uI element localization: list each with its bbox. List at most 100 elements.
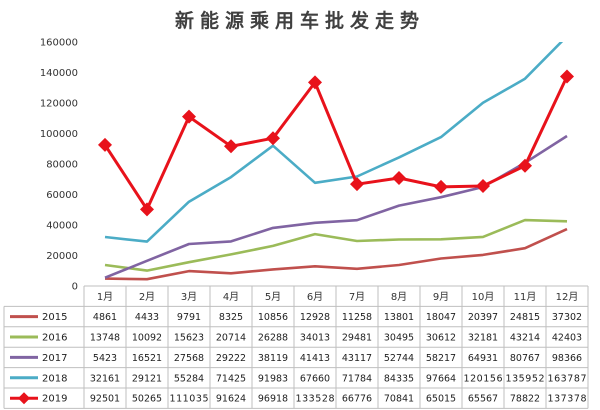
y-tick-label: 140000	[40, 68, 78, 79]
table-cell: 70841	[384, 394, 414, 405]
table-cell: 12928	[300, 312, 330, 323]
table-cell: 67660	[300, 373, 330, 384]
table-cell: 65567	[468, 394, 498, 405]
table-cell: 120156	[464, 373, 503, 384]
y-tick-label: 0	[72, 282, 78, 293]
table-cell: 71425	[216, 373, 246, 384]
table-cell: 97664	[426, 373, 456, 384]
table-cell: 43214	[510, 333, 540, 344]
x-tick-label: 5月	[265, 291, 281, 303]
data-point-2019	[350, 177, 364, 192]
table-cell: 5423	[93, 353, 117, 364]
y-tick-label: 160000	[40, 38, 78, 49]
table-cell: 29121	[132, 373, 162, 384]
series-line-2015	[104, 227, 568, 281]
table-cell: 52744	[384, 353, 414, 364]
table-series-name: 2017	[42, 353, 67, 364]
table-series-name: 2019	[42, 394, 67, 405]
table-cell: 27568	[174, 353, 204, 364]
table-cell: 80767	[510, 353, 540, 364]
table-cell: 98366	[552, 353, 582, 364]
data-point-2019	[98, 137, 112, 152]
table-cell: 32161	[90, 373, 120, 384]
table-cell: 92501	[90, 394, 120, 405]
table-cell: 135952	[506, 373, 545, 384]
table-cell: 9791	[177, 312, 201, 323]
x-tick-label: 4月	[223, 291, 239, 303]
data-point-2019	[476, 179, 490, 194]
data-point-2019	[434, 179, 448, 194]
y-tick-label: 20000	[46, 251, 78, 262]
table-cell: 38119	[258, 353, 288, 364]
table-cell: 26288	[258, 333, 288, 344]
data-point-2019	[392, 170, 406, 185]
data-point-2019	[518, 158, 532, 173]
table-cell: 42403	[552, 333, 582, 344]
series-line-2017	[104, 134, 568, 279]
series-line-2019	[103, 75, 569, 211]
table-cell: 13801	[384, 312, 414, 323]
x-tick-label: 7月	[349, 291, 365, 303]
table-cell: 4433	[135, 312, 159, 323]
table-cell: 84335	[384, 373, 414, 384]
x-tick-label: 1月	[97, 291, 113, 303]
table-cell: 18047	[426, 312, 456, 323]
table-cell: 78822	[510, 394, 540, 405]
y-tick-label: 100000	[40, 129, 78, 140]
table-cell: 96918	[258, 394, 288, 405]
table-cell: 13748	[90, 333, 120, 344]
series-line-2018	[104, 42, 564, 243]
table-series-name: 2018	[42, 373, 67, 384]
table-cell: 10856	[258, 312, 288, 323]
table-cell: 16521	[132, 353, 162, 364]
table-cell: 4861	[93, 312, 117, 323]
table-cell: 8325	[219, 312, 243, 323]
x-tick-label: 12月	[556, 291, 579, 303]
y-tick-label: 120000	[40, 99, 78, 110]
legend-marker-2019	[18, 392, 30, 405]
table-cell: 30612	[426, 333, 456, 344]
table-series-name: 2016	[42, 333, 67, 344]
table-cell: 37302	[552, 312, 582, 323]
x-tick-label: 3月	[181, 291, 197, 303]
table-cell: 11258	[342, 312, 372, 323]
table-cell: 24815	[510, 312, 540, 323]
y-tick-label: 60000	[46, 190, 78, 201]
table-cell: 15623	[174, 333, 204, 344]
table-cell: 50265	[132, 394, 162, 405]
table-cell: 137378	[548, 394, 587, 405]
table-cell: 29481	[342, 333, 372, 344]
table-cell: 32181	[468, 333, 498, 344]
table-series-name: 2015	[42, 312, 67, 323]
table-cell: 91624	[216, 394, 246, 405]
table-cell: 91983	[258, 373, 288, 384]
data-point-2019	[560, 69, 574, 84]
table-cell: 34013	[300, 333, 330, 344]
chart-title: 新能源乘用车批发走势	[174, 10, 425, 32]
table-cell: 29222	[216, 353, 246, 364]
x-tick-label: 9月	[433, 291, 449, 303]
table-cell: 111035	[170, 394, 209, 405]
x-tick-label: 10月	[472, 291, 495, 303]
data-point-2019	[266, 131, 280, 146]
x-tick-label: 6月	[307, 291, 323, 303]
table-cell: 65015	[426, 394, 456, 405]
table-cell: 133528	[296, 394, 335, 405]
table-cell: 58217	[426, 353, 456, 364]
x-tick-label: 2月	[139, 291, 155, 303]
table-cell: 66776	[342, 394, 372, 405]
table-cell: 55284	[174, 373, 204, 384]
series-line-2016	[104, 218, 568, 272]
data-point-2019	[308, 75, 322, 90]
table-cell: 64931	[468, 353, 498, 364]
y-tick-label: 40000	[46, 221, 78, 232]
table-cell: 30495	[384, 333, 414, 344]
data-point-2019	[224, 139, 238, 154]
table-cell: 71784	[342, 373, 372, 384]
table-cell: 163787	[548, 373, 587, 384]
x-tick-label: 11月	[514, 291, 537, 303]
data-point-2019	[182, 109, 196, 124]
y-tick-label: 80000	[46, 160, 78, 171]
data-point-2019	[140, 202, 154, 217]
table-cell: 20397	[468, 312, 498, 323]
